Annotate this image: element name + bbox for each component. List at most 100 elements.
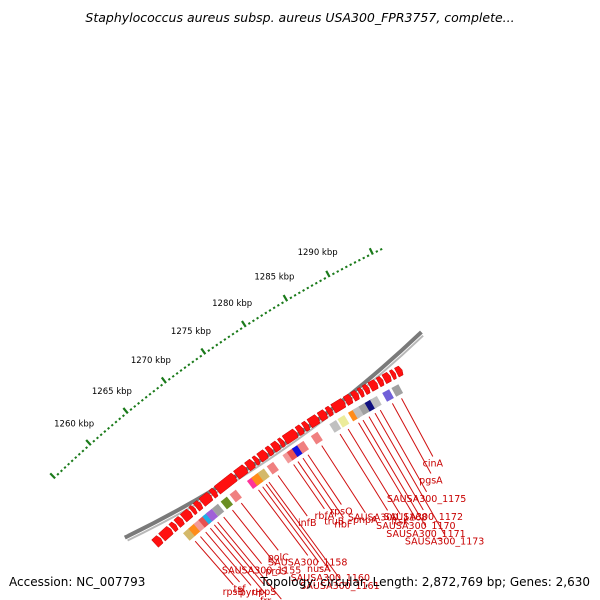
- scale-tick: [207, 349, 211, 353]
- gene-leader-line: [362, 419, 427, 528]
- gene-label: SAUSA300_1155: [222, 566, 301, 577]
- gene-arrow: [350, 390, 360, 402]
- gene-leader-line: [200, 536, 240, 583]
- gene-feature-box: [266, 461, 279, 475]
- scale-tick: [152, 389, 156, 393]
- scale-tick: [121, 414, 125, 418]
- scale-tick: [59, 469, 63, 473]
- scale-tick: [272, 306, 276, 310]
- gene-label: uppS: [252, 587, 276, 598]
- scale-tick: [122, 407, 129, 415]
- scale-tick: [211, 346, 215, 350]
- gene-feature-box: [202, 511, 215, 525]
- gene-arrow: [276, 437, 286, 448]
- gene-arrow: [367, 379, 379, 392]
- scale-tick: [366, 254, 370, 258]
- gene-label: infB: [298, 518, 317, 529]
- scale-tick-label: 1275 kbp: [171, 327, 211, 337]
- scale-tick: [129, 408, 133, 411]
- scale-tick: [74, 456, 78, 460]
- gene-leader-line: [358, 422, 417, 520]
- scale-layer: 1260 kbp 1265 kbp 1270 kbp 1275 kbp 1280 kbp…: [49, 247, 383, 480]
- scale-tick: [187, 363, 191, 367]
- scale-tick: [183, 366, 187, 370]
- gene-arrow: [381, 371, 392, 385]
- scale-tick: [344, 265, 348, 269]
- gene-leader-line: [205, 531, 252, 586]
- scale-tick: [340, 267, 344, 271]
- gene-arrow: [158, 526, 174, 542]
- gene-leader-line: [209, 527, 267, 595]
- gene-arrow: [173, 516, 185, 528]
- scale-tick: [118, 417, 122, 421]
- scale-tick: [175, 371, 179, 375]
- gene-label: SAUSA300_1161: [300, 581, 379, 592]
- scale-tick: [85, 446, 89, 450]
- gene-feature-box: [291, 444, 304, 458]
- gene-feature-box: [296, 440, 310, 454]
- gene-leader-line: [302, 457, 344, 518]
- gene-leader-line: [217, 521, 282, 600]
- gene-arrow: [168, 521, 179, 533]
- gene-feature-box: [329, 420, 342, 433]
- gene-leader-line: [379, 409, 428, 493]
- backbone-layer: [123, 330, 424, 542]
- gene-arrow: [192, 500, 204, 512]
- scale-tick: [171, 374, 175, 378]
- gene-label: pyrH: [240, 587, 263, 598]
- gene-arrow: [306, 414, 321, 429]
- scale-tick: [107, 426, 111, 430]
- gene-feature-box: [347, 408, 360, 422]
- gene-label: ribF: [334, 520, 352, 531]
- gene-arrow: [251, 455, 261, 466]
- scale-tick: [179, 369, 183, 372]
- scale-tick: [67, 462, 71, 466]
- gene-arrow: [264, 445, 275, 457]
- scale-tick: [148, 392, 152, 396]
- gene-feature-box: [220, 496, 234, 510]
- gene-label: truB: [324, 516, 344, 527]
- gene-arrow: [151, 535, 164, 548]
- scale-tick: [195, 357, 199, 361]
- scale-tick: [268, 308, 272, 312]
- gene-arrow: [198, 492, 214, 507]
- gene-arrow: [179, 508, 194, 523]
- scale-tick: [85, 439, 92, 446]
- scale-tick: [219, 340, 223, 344]
- gene-arrow: [213, 472, 238, 495]
- scale-tick: [215, 343, 219, 347]
- scale-tick: [133, 404, 137, 408]
- gene-leader-line: [265, 483, 331, 572]
- label-layer: rpsBtsfpyrHfrruppScdsASAUSA300_1155proSp…: [194, 398, 484, 600]
- summary-text: Topology: circular; Length: 2,872,769 bp…: [260, 575, 590, 589]
- scale-tick-label: 1265 kbp: [92, 387, 132, 397]
- scale-tick: [92, 439, 96, 443]
- scale-tick-label: 1270 kbp: [131, 356, 171, 366]
- gene-label: pnpA: [353, 515, 378, 526]
- gene-label: SAUSA300_1168: [348, 512, 427, 523]
- gene-label: SAUSA300_1172: [384, 512, 463, 523]
- scale-tick: [114, 420, 118, 424]
- gene-leader-line: [268, 481, 341, 580]
- scale-tick: [200, 347, 207, 355]
- scale-tick: [235, 329, 239, 333]
- gene-arrow: [324, 405, 334, 417]
- gene-label: polC: [268, 552, 289, 563]
- scale-tick: [81, 449, 85, 453]
- scale-tick: [297, 291, 301, 295]
- scale-tick: [325, 270, 331, 278]
- gene-feature-box: [352, 406, 365, 419]
- gene-arrow: [356, 387, 365, 398]
- scale-tick: [199, 354, 203, 358]
- gene-leader-line: [240, 502, 279, 551]
- scale-tick: [349, 263, 353, 267]
- gene-leader-line: [368, 416, 424, 511]
- gene-leader-line: [194, 540, 234, 586]
- gene-arrow: [375, 376, 385, 388]
- feature-layer: [151, 365, 404, 548]
- gene-feature-box: [391, 384, 404, 397]
- scale-tick: [160, 376, 167, 384]
- scale-tick: [362, 256, 366, 260]
- accession-text: Accession: NC_007793: [9, 575, 146, 589]
- scale-tick: [56, 472, 60, 476]
